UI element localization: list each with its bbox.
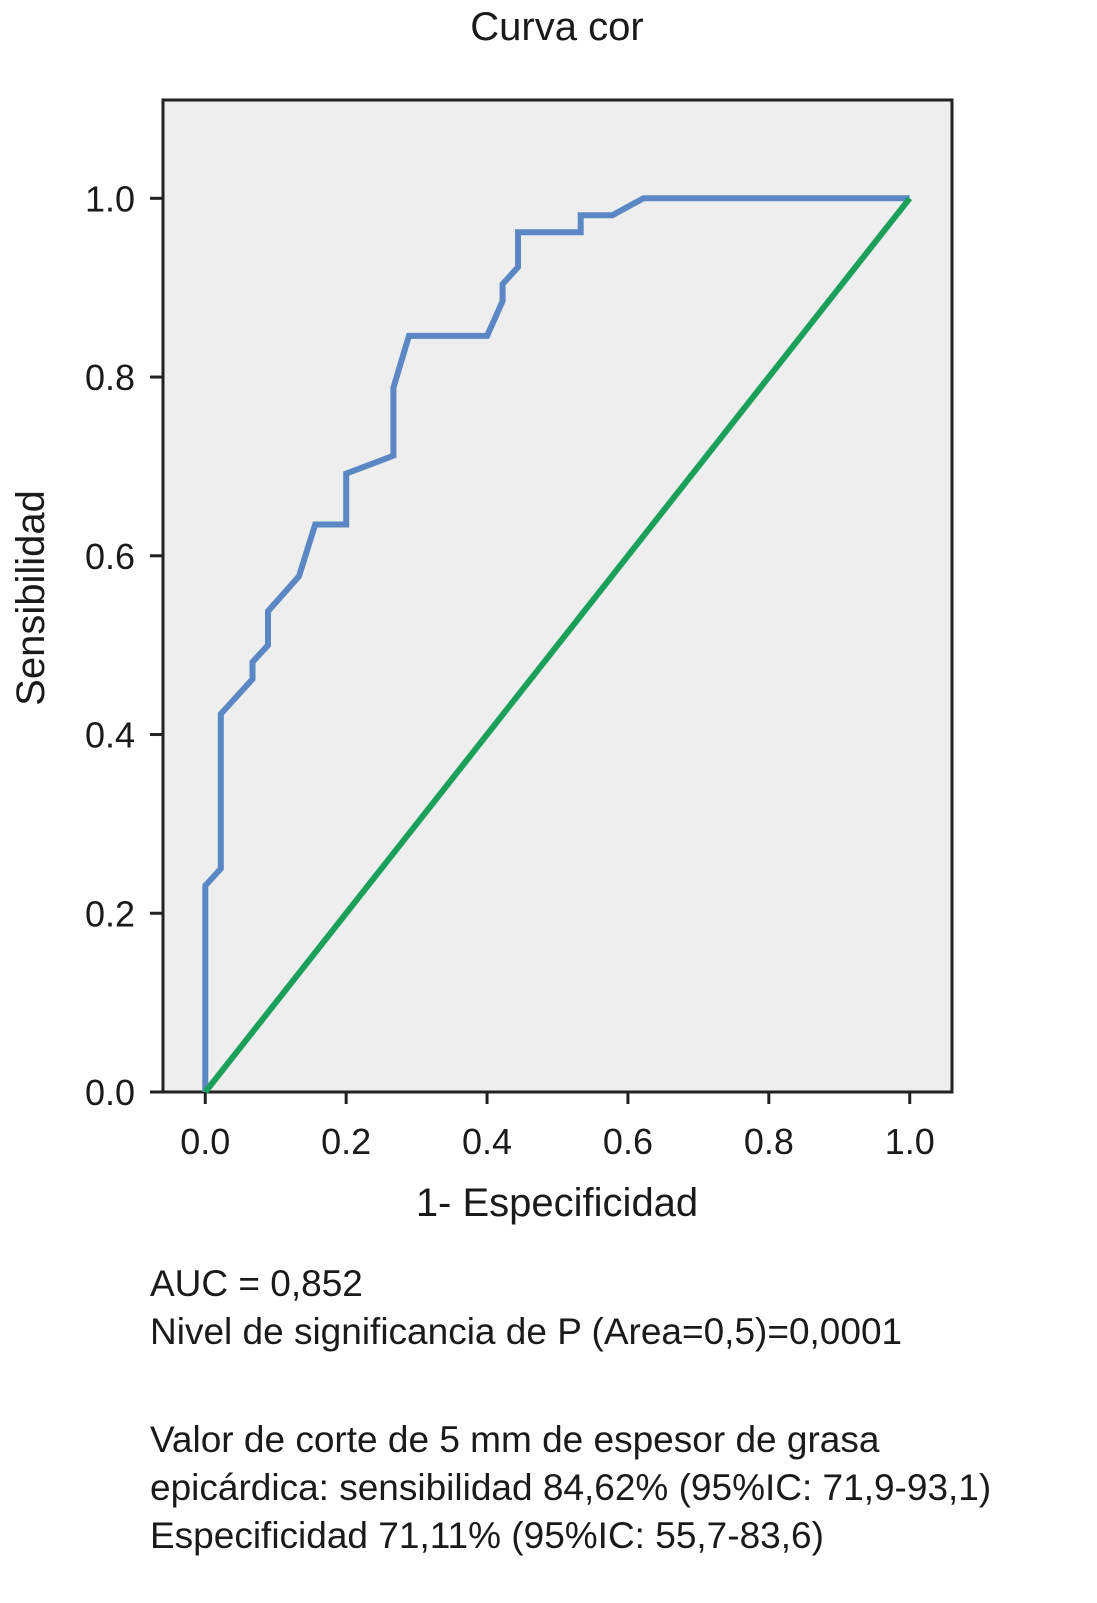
chart-title: Curva cor: [470, 5, 643, 49]
series-layer: [202, 195, 913, 1094]
y-tick-label: 0.8: [85, 357, 135, 398]
cutoff-text-line-2: epicárdica: sensibilidad 84,62% (95%IC: …: [150, 1467, 992, 1508]
cutoff-text-line-1: Valor de corte de 5 mm de espesor de gra…: [150, 1419, 880, 1460]
notes-spacer: [150, 1356, 1090, 1416]
x-tick-label: 0.8: [744, 1121, 794, 1162]
x-tick-label: 0.0: [180, 1121, 230, 1162]
y-tick-label: 1.0: [85, 178, 135, 219]
statistics-notes: AUC = 0,852 Nivel de significancia de P …: [150, 1260, 1090, 1560]
y-axis-label: Sensibilidad: [9, 490, 53, 706]
y-axis-ticks: 0.0 0.2 0.4 0.6 0.8 1.0: [85, 178, 163, 1113]
reference-diagonal-line: [202, 196, 913, 1094]
y-tick-label: 0.2: [85, 893, 135, 934]
roc-chart: Curva cor 0.0 0.2 0.4 0.6 0.8 1.0 0.00.20.40.…: [9, 5, 954, 1225]
roc-curve-line: [202, 195, 910, 1092]
x-axis-ticks: 0.0 0.2 0.4 0.6 0.8 1.0: [180, 1092, 935, 1162]
auc-text: AUC = 0,852: [150, 1263, 363, 1304]
plot-area: [161, 98, 954, 1094]
cutoff-text-line-3: Especificidad 71,11% (95%IC: 55,7-83,6): [150, 1515, 824, 1556]
x-tick-label: 0.6: [603, 1121, 653, 1162]
x-axis-label: 1- Especificidad: [416, 1181, 698, 1225]
y-tick-label: 0.0: [85, 1072, 135, 1113]
x-tick-label: 0.4: [462, 1121, 512, 1162]
y-tick-label: 0.6: [85, 536, 135, 577]
significance-text: Nivel de significancia de P (Area=0,5)=0…: [150, 1311, 903, 1352]
x-tick-label: 1.0: [885, 1121, 935, 1162]
x-tick-label: 0.2: [321, 1121, 371, 1162]
y-tick-label: 0.4: [85, 715, 135, 756]
